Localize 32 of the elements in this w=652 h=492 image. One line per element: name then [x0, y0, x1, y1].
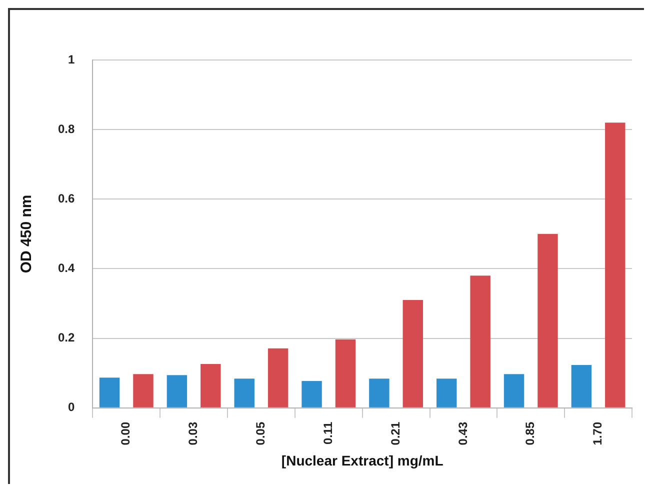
bar	[504, 374, 524, 408]
bar	[268, 348, 288, 408]
y-tick-label: 0	[68, 400, 75, 414]
x-tick-label: 0.03	[186, 422, 200, 446]
y-tick-label: 0.6	[58, 191, 75, 206]
bar	[571, 365, 592, 408]
bar	[402, 300, 424, 408]
x-tick-label: 0.21	[388, 422, 402, 446]
bar	[234, 378, 254, 408]
bar	[538, 234, 558, 408]
bar	[166, 375, 188, 408]
y-tick-label: 0.8	[58, 122, 75, 136]
bar	[133, 374, 154, 408]
x-axis-title: [Nuclear Extract] mg/mL	[281, 452, 444, 468]
bar	[436, 378, 457, 408]
bar	[369, 378, 390, 408]
x-tick-label: 0.00	[118, 422, 133, 446]
x-tick-label: 0.43	[456, 422, 470, 446]
bar	[200, 364, 221, 408]
bar	[605, 122, 626, 408]
bar	[335, 339, 356, 408]
x-tick-label: 0.11	[320, 422, 335, 445]
y-tick-label: 0.2	[58, 330, 75, 345]
x-tick-label: 0.05	[254, 422, 268, 446]
x-tick-label: 0.85	[523, 422, 538, 446]
y-tick-label: 0.4	[58, 261, 75, 276]
y-axis-title: OD 450 nm	[18, 194, 36, 274]
bar	[99, 378, 120, 408]
y-tick-label: 1	[68, 52, 75, 66]
bar	[302, 381, 322, 408]
x-tick-label: 1.70	[590, 422, 605, 446]
bar	[470, 276, 490, 408]
